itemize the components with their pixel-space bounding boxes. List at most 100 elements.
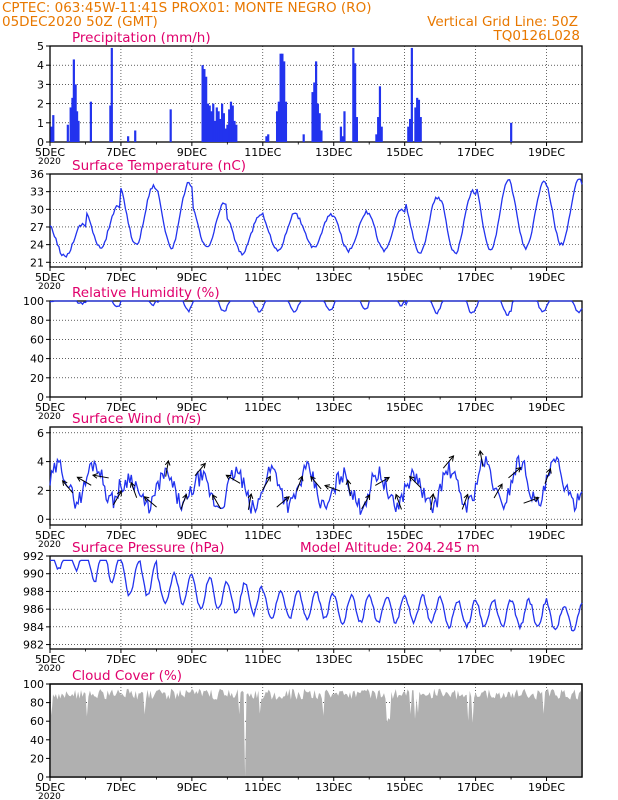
wind-arrow <box>347 480 351 497</box>
precip-bar <box>380 126 383 142</box>
x-tick-label: 11DEC <box>244 401 281 414</box>
x-tick-label: 13DEC <box>315 529 352 542</box>
wind-arrow-head <box>546 467 552 474</box>
y-tick-label: 6 <box>37 427 44 440</box>
x-tick-label: 19DEC <box>528 529 565 542</box>
cloud-cover-area <box>50 688 582 777</box>
wind-arrow <box>461 494 469 510</box>
wind-arrow <box>62 480 74 494</box>
precip-bar <box>228 109 231 142</box>
precip-bar <box>414 107 417 142</box>
x-tick-label: 13DEC <box>315 653 352 666</box>
precip-bar <box>72 59 75 142</box>
panel-4: 5DEC 7DEC 9DEC 11DEC 13DEC 15DEC 17DEC 19DEC 202… <box>23 540 583 674</box>
y-tick-label: 992 <box>23 550 44 563</box>
wind-arrow-head <box>247 493 254 499</box>
year-label: 2020 <box>38 664 61 674</box>
wind-arrow-head <box>91 473 98 479</box>
precip-bar <box>318 113 321 142</box>
precip-bar <box>201 65 204 142</box>
x-tick-label: 5DEC <box>35 401 65 414</box>
precip-bar <box>224 128 227 142</box>
precip-bar <box>407 126 410 142</box>
x-tick-label: 17DEC <box>457 653 494 666</box>
precip-bar <box>109 105 112 142</box>
wind-arrow-head <box>408 475 415 482</box>
precip-bar <box>203 69 206 142</box>
precip-bar <box>311 92 314 142</box>
wind-arrow-head <box>478 449 484 456</box>
wind-arrow <box>144 496 157 508</box>
y-tick-label: 984 <box>23 621 44 634</box>
wind-arrow <box>130 482 138 498</box>
wind-arrow <box>429 493 434 510</box>
precip-bar <box>265 136 268 142</box>
x-tick-label: 9DEC <box>177 781 207 794</box>
x-tick-label: 17DEC <box>457 271 494 284</box>
precip-bar <box>275 111 279 142</box>
x-tick-label: 19DEC <box>528 401 565 414</box>
precip-bar <box>50 126 53 142</box>
precip-bar <box>354 63 357 142</box>
wind-arrow-head <box>497 483 503 490</box>
wind-arrow-head <box>515 466 522 473</box>
y-tick-label: 20 <box>30 752 44 765</box>
y-tick-label: 40 <box>30 734 44 747</box>
precip-bar <box>277 101 280 142</box>
wind-arrow-head <box>61 480 68 486</box>
precip-bar <box>206 103 210 142</box>
wind-arrow <box>247 493 252 510</box>
wind-arrow-head <box>129 481 136 488</box>
year-label: 2020 <box>38 540 61 550</box>
y-tick-label: 2 <box>37 98 44 111</box>
temperature-line <box>49 178 583 258</box>
y-tick-label: 0 <box>37 771 44 784</box>
precip-bar <box>205 76 208 142</box>
x-tick-label: 9DEC <box>177 529 207 542</box>
y-tick-label: 60 <box>30 715 44 728</box>
x-tick-label: 17DEC <box>457 146 494 159</box>
precip-bar <box>416 97 419 142</box>
x-tick-label: 17DEC <box>457 781 494 794</box>
precip-bar <box>510 122 513 142</box>
year-label: 2020 <box>38 412 61 422</box>
wind-arrow-head <box>384 476 391 482</box>
x-tick-label: 19DEC <box>528 781 565 794</box>
wind-arrow-head <box>463 493 469 500</box>
y-tick-label: 20 <box>30 372 44 385</box>
wind-arrow-head <box>310 475 316 482</box>
precip-bar <box>77 120 80 142</box>
wind-arrow <box>180 494 187 510</box>
x-tick-label: 11DEC <box>244 529 281 542</box>
wind-arrow-head <box>76 476 83 482</box>
x-tick-label: 11DEC <box>244 781 281 794</box>
wind-arrow <box>324 485 341 492</box>
y-tick-label: 3 <box>37 78 44 91</box>
precip-bar <box>320 130 323 142</box>
x-tick-label: 11DEC <box>244 653 281 666</box>
y-tick-label: 40 <box>30 353 44 366</box>
wind-arrow <box>493 483 503 499</box>
x-tick-label: 5DEC <box>35 146 65 159</box>
x-tick-label: 7DEC <box>106 146 136 159</box>
panel-frame <box>49 426 583 526</box>
precip-bar <box>226 124 229 142</box>
y-tick-label: 986 <box>23 603 44 616</box>
precip-bar <box>343 111 346 142</box>
precip-bar <box>219 118 222 142</box>
panel-frame <box>49 173 583 268</box>
wind-arrow <box>296 476 303 492</box>
x-tick-label: 5DEC <box>35 529 65 542</box>
x-tick-label: 15DEC <box>386 781 423 794</box>
panel-title: Surface Pressure (hPa) <box>72 540 225 556</box>
header-date: 05DEC2020 50Z (GMT) <box>2 14 158 30</box>
wind-arrow <box>276 496 290 508</box>
year-label: 2020 <box>38 157 61 167</box>
precip-bar <box>417 99 421 142</box>
y-tick-label: 4 <box>37 59 44 72</box>
precip-bar <box>279 53 282 142</box>
y-tick-label: 100 <box>23 678 44 691</box>
precip-bar <box>134 130 137 142</box>
x-tick-label: 11DEC <box>244 146 281 159</box>
precip-bar <box>213 120 217 142</box>
